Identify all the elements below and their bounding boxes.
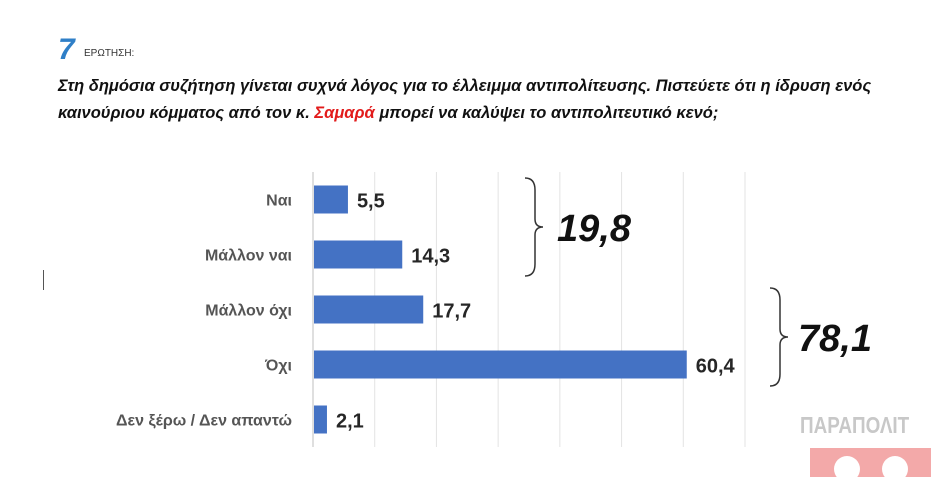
bar xyxy=(314,405,327,434)
question-text-before: Στη δημόσια συζήτηση γίνεται συχνά λόγος… xyxy=(58,77,872,122)
category-label: Ναι xyxy=(266,193,292,210)
question-text: Στη δημόσια συζήτηση γίνεται συχνά λόγος… xyxy=(58,73,898,127)
value-label: 2,1 xyxy=(336,411,364,433)
question-number: 7 xyxy=(58,33,75,66)
category-labels: Ναι Μάλλον ναι Μάλλον όχι Όχι Δεν ξέρω / Δεν… xyxy=(116,193,292,430)
value-label: 17,7 xyxy=(432,301,471,323)
chart-bars xyxy=(314,185,687,434)
bar xyxy=(314,350,687,379)
value-label: 14,3 xyxy=(411,246,450,268)
question-label: ΕΡΩΤΗΣΗ: xyxy=(84,48,135,59)
question-highlight: Σαμαρά xyxy=(314,104,375,122)
value-labels: 5,5 14,3 17,7 60,4 2,1 xyxy=(336,191,736,433)
group-total-label: 78,1 xyxy=(798,318,872,360)
bar xyxy=(314,240,403,269)
logo-shape xyxy=(810,448,931,477)
bar xyxy=(314,185,348,214)
value-label: 5,5 xyxy=(357,191,385,213)
group-total-label: 19,8 xyxy=(557,208,632,250)
group-brace xyxy=(769,287,789,387)
group-brace xyxy=(524,177,544,277)
category-label: Μάλλον ναι xyxy=(205,248,292,265)
category-label: Δεν ξέρω / Δεν απαντώ xyxy=(116,413,292,430)
value-label: 60,4 xyxy=(696,356,736,378)
publisher-logo: ΠΑΡΑΠΟΛΙΤ xyxy=(796,410,935,477)
category-label: Μάλλον όχι xyxy=(205,303,292,320)
question-text-after: μπορεί να καλύψει το αντιπολιτευτικό κεν… xyxy=(374,104,719,122)
bar xyxy=(314,295,424,324)
logo-text: ΠΑΡΑΠΟΛΙΤ xyxy=(800,412,910,438)
group-totals: 19,8 78,1 xyxy=(524,177,872,387)
category-label: Όχι xyxy=(264,358,292,375)
text-cursor xyxy=(43,270,44,290)
